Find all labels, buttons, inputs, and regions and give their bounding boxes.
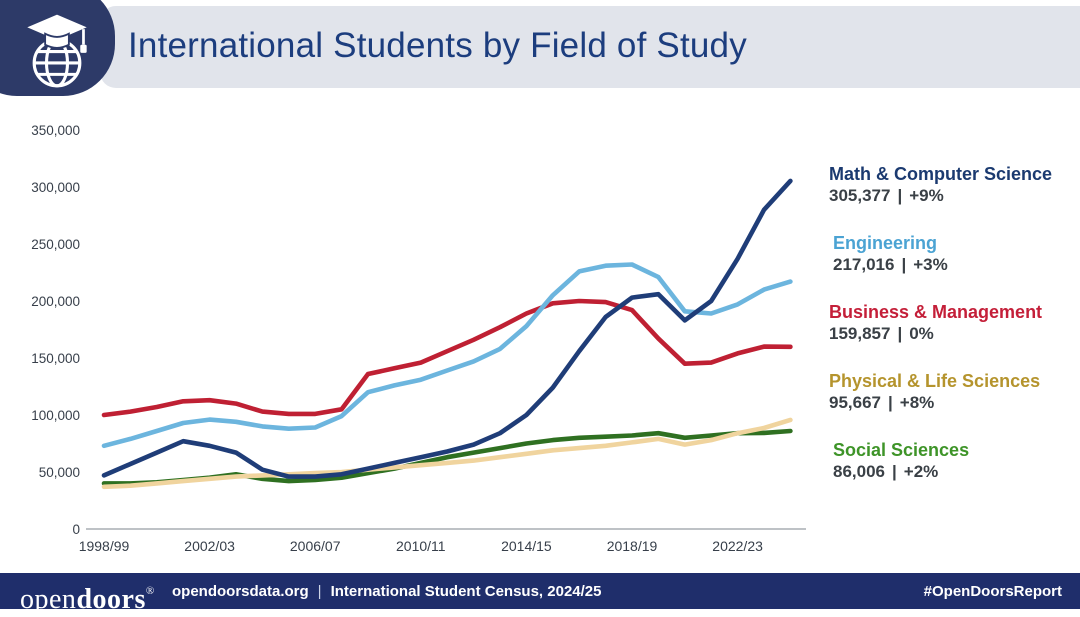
- legend-label-engineering: Engineering: [833, 233, 938, 253]
- registered-mark: ®: [145, 585, 155, 597]
- footer-source: opendoorsdata.org | International Student …: [172, 583, 602, 600]
- legend-label-social: Social Sciences: [833, 440, 970, 460]
- legend-value-physical-life: 95,667 | +8%: [829, 393, 935, 412]
- svg-text:2018/19: 2018/19: [607, 538, 658, 554]
- svg-text:2010/11: 2010/11: [396, 538, 446, 554]
- svg-text:350,000: 350,000: [31, 123, 80, 138]
- legend-item: Business & Management 159,857 | 0%: [829, 301, 1074, 345]
- legend-item: Math & Computer Science 305,377 | +9%: [829, 163, 1074, 207]
- svg-text:200,000: 200,000: [31, 294, 80, 309]
- page-title: International Students by Field of Study: [128, 26, 747, 65]
- legend-value-social: 86,006 | +2%: [833, 462, 939, 481]
- legend-item: Engineering 217,016 | +3%: [833, 232, 1078, 276]
- legend-item: Physical & Life Sciences 95,667 | +8%: [829, 370, 1074, 414]
- opendoors-logo: opendoors®: [20, 584, 155, 615]
- globe-graduation-icon: [22, 12, 92, 88]
- svg-text:50,000: 50,000: [39, 465, 80, 480]
- legend-label-business: Business & Management: [829, 302, 1043, 322]
- footer-census: International Student Census, 2024/25: [330, 583, 602, 600]
- svg-text:250,000: 250,000: [31, 237, 80, 252]
- legend-value-business: 159,857 | 0%: [829, 324, 934, 343]
- svg-text:1998/99: 1998/99: [79, 538, 130, 554]
- legend-label-physical-life: Physical & Life Sciences: [829, 371, 1041, 391]
- svg-text:100,000: 100,000: [31, 408, 80, 423]
- svg-text:2002/03: 2002/03: [184, 538, 235, 554]
- legend-item: Social Sciences 86,006 | +2%: [833, 439, 1078, 483]
- svg-text:2006/07: 2006/07: [290, 538, 341, 554]
- svg-text:2022/23: 2022/23: [712, 538, 763, 554]
- legend-label-math-cs: Math & Computer Science: [829, 164, 1053, 184]
- svg-text:150,000: 150,000: [31, 351, 80, 366]
- svg-text:300,000: 300,000: [31, 180, 80, 195]
- footer-hashtag: #OpenDoorsReport: [923, 583, 1062, 600]
- footer-site: opendoorsdata.org: [172, 583, 309, 600]
- legend-value-math-cs: 305,377 | +9%: [829, 186, 944, 205]
- svg-text:2014/15: 2014/15: [501, 538, 552, 554]
- svg-text:0: 0: [72, 522, 80, 537]
- header-bar: [100, 6, 1080, 88]
- logo-badge: [0, 0, 115, 96]
- footer-bar: opendoors® opendoorsdata.org | Internation…: [0, 573, 1080, 615]
- legend-value-engineering: 217,016 | +3%: [833, 255, 948, 274]
